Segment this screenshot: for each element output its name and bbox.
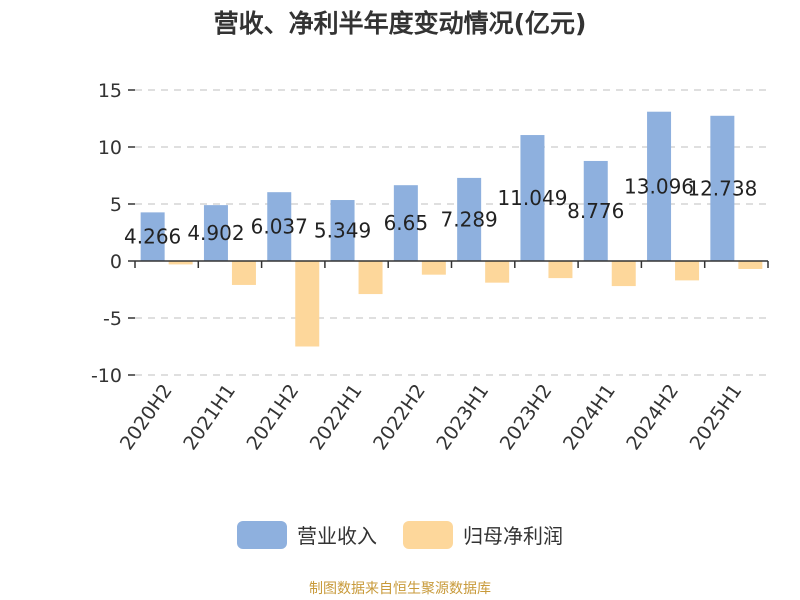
bar-revenue[interactable] <box>457 177 482 261</box>
bars <box>140 111 763 347</box>
x-tick-label: 2020H2 <box>116 380 177 454</box>
data-label-revenue: 4.266 <box>124 225 181 249</box>
bar-revenue[interactable] <box>393 185 418 261</box>
x-axis <box>134 260 769 268</box>
x-tick-label: 2023H2 <box>496 380 557 454</box>
y-tick-label: -5 <box>103 308 122 330</box>
data-label-revenue: 12.738 <box>687 176 757 200</box>
legend: 营业收入 归母净利润 <box>0 520 800 549</box>
x-tick-label: 2024H2 <box>622 380 683 454</box>
data-label-revenue: 4.902 <box>187 221 244 245</box>
x-tick-label: 2022H2 <box>369 380 430 454</box>
legend-item-net-profit[interactable]: 归母净利润 <box>403 520 563 549</box>
legend-label-revenue: 营业收入 <box>297 524 377 548</box>
legend-label-net-profit: 归母净利润 <box>463 524 563 548</box>
x-axis-ticks: 2020H2 2021H1 2021H2 2022H1 2022H2 2023H1 2023… <box>116 380 747 454</box>
bar-revenue[interactable] <box>140 212 165 261</box>
x-tick-label: 2021H2 <box>242 380 303 454</box>
x-tick-label: 2023H1 <box>432 380 493 454</box>
legend-swatch-net-profit <box>403 520 453 549</box>
bar-revenue[interactable] <box>330 200 355 261</box>
x-tick-label: 2021H1 <box>179 380 240 454</box>
bar-net-profit[interactable] <box>168 261 193 265</box>
bar-net-profit[interactable] <box>611 261 636 287</box>
chart-title: 营收、净利半年度变动情况(亿元) <box>213 9 587 38</box>
y-tick-label: 15 <box>98 80 122 102</box>
bar-net-profit[interactable] <box>295 261 320 347</box>
bar-chart: 15 10 5 0 -5 -10 4.266 4.902 6.037 5.349 6.65 7.28… <box>91 80 769 454</box>
source-note: 制图数据来自恒生聚源数据库 <box>309 581 491 597</box>
data-label-revenue: 5.349 <box>314 219 371 243</box>
bar-revenue[interactable] <box>203 205 228 261</box>
bar-revenue[interactable] <box>710 115 735 261</box>
x-tick-label: 2024H1 <box>559 380 620 454</box>
bar-net-profit[interactable] <box>421 261 446 275</box>
data-label-revenue: 7.289 <box>441 207 498 231</box>
y-tick-label: 0 <box>110 251 122 273</box>
bar-net-profit[interactable] <box>485 261 510 283</box>
x-tick-label: 2022H1 <box>306 380 367 454</box>
data-label-revenue: 6.65 <box>384 211 429 235</box>
data-label-revenue: 8.776 <box>567 199 624 223</box>
bar-net-profit[interactable] <box>675 261 700 281</box>
y-axis-ticks: 15 10 5 0 -5 -10 <box>91 80 135 387</box>
y-tick-label: -10 <box>91 365 122 387</box>
bar-revenue[interactable] <box>267 192 292 261</box>
y-tick-label: 10 <box>98 137 122 159</box>
data-label-revenue: 13.096 <box>624 174 694 198</box>
legend-swatch-revenue <box>237 520 287 549</box>
bar-revenue[interactable] <box>520 135 545 261</box>
bar-net-profit[interactable] <box>548 261 573 279</box>
legend-item-revenue[interactable]: 营业收入 <box>237 520 377 549</box>
bar-net-profit[interactable] <box>358 261 383 295</box>
x-tick-label: 2025H1 <box>686 380 747 454</box>
data-labels: 4.266 4.902 6.037 5.349 6.65 7.28911.0498.776… <box>124 174 757 248</box>
bar-revenue[interactable] <box>647 111 672 261</box>
bar-net-profit[interactable] <box>738 261 763 269</box>
grid-lines <box>135 89 768 376</box>
data-label-revenue: 6.037 <box>251 215 308 239</box>
bar-net-profit[interactable] <box>231 261 256 285</box>
y-tick-label: 5 <box>110 194 122 216</box>
bar-revenue[interactable] <box>583 160 608 261</box>
data-label-revenue: 11.049 <box>497 186 567 210</box>
